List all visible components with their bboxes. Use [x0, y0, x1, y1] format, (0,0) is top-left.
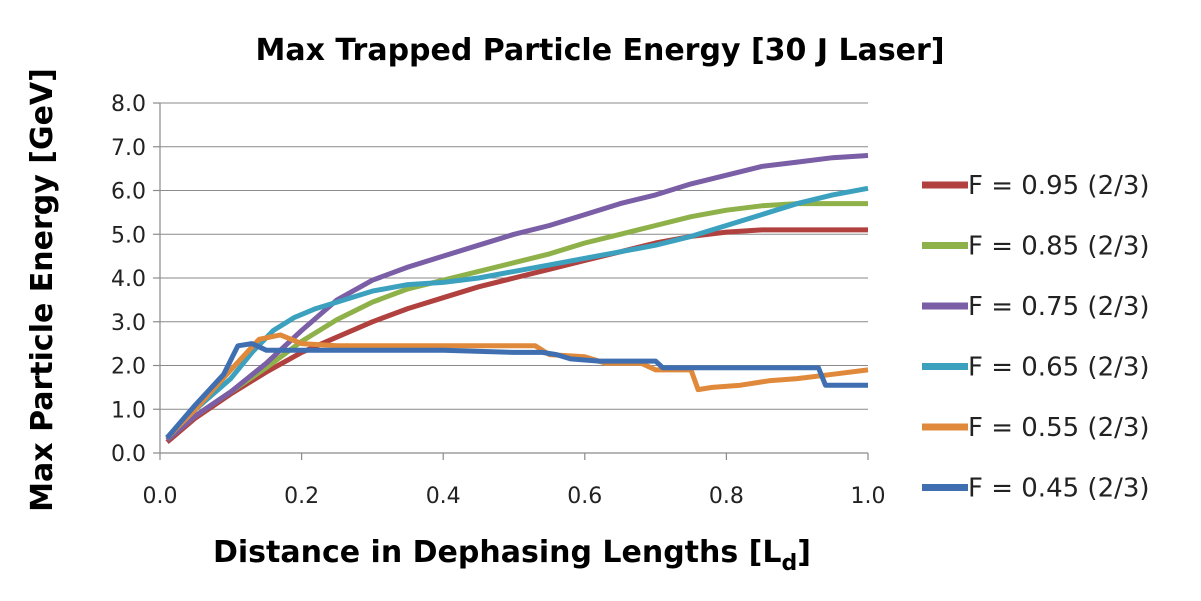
series-line-2 — [165, 201, 868, 442]
legend-label: F = 0.55 (2/3) — [968, 413, 1150, 443]
legend-label: F = 0.95 (2/3) — [968, 171, 1150, 201]
y-tick-labels: 0.0 1.0 2.0 3.0 4.0 5.0 6.0 7.0 8.0 — [111, 92, 160, 467]
legend-label: F = 0.65 (2/3) — [968, 353, 1150, 383]
series-lines — [165, 153, 869, 445]
y-tick-label: 1.0 — [111, 398, 146, 423]
series-line-4 — [165, 185, 869, 440]
legend: F = 0.95 (2/3) F = 0.85 (2/3) F = 0.75 (2/… — [922, 171, 1150, 504]
x-tick-label: 0.8 — [709, 484, 744, 509]
y-tick-label: 8.0 — [111, 92, 146, 117]
series-line-3 — [165, 153, 869, 442]
y-tick-label: 3.0 — [111, 311, 146, 336]
y-tick-label: 6.0 — [111, 180, 146, 205]
legend-label: F = 0.85 (2/3) — [968, 232, 1150, 262]
x-tick-label: 0.4 — [426, 484, 461, 509]
legend-label: F = 0.45 (2/3) — [968, 474, 1150, 504]
x-tick-label: 0.0 — [143, 484, 178, 509]
x-axis-title-end: ] — [797, 535, 811, 570]
x-tick-labels: 0.0 0.2 0.4 0.6 0.8 1.0 — [143, 453, 886, 509]
y-tick-label: 7.0 — [111, 136, 146, 161]
y-tick-label: 2.0 — [111, 355, 146, 380]
x-tick-label: 0.6 — [567, 484, 602, 509]
chart-title: Max Trapped Particle Energy [30 J Laser] — [255, 33, 944, 68]
y-tick-label: 4.0 — [111, 267, 146, 292]
y-tick-label: 0.0 — [111, 442, 146, 467]
x-axis-title: Distance in Dephasing Lengths [Ld] — [213, 535, 811, 576]
x-axis-title-subscript: d — [782, 551, 798, 576]
x-tick-label: 0.2 — [284, 484, 319, 509]
y-axis-title: Max Particle Energy [GeV] — [25, 68, 60, 512]
series-line-1 — [165, 227, 868, 445]
legend-label: F = 0.75 (2/3) — [968, 292, 1150, 322]
x-axis-title-main: Distance in Dephasing Lengths [L — [213, 535, 782, 570]
x-tick-label: 1.0 — [851, 484, 886, 509]
y-tick-label: 5.0 — [111, 223, 146, 248]
series-line-6 — [165, 341, 868, 440]
